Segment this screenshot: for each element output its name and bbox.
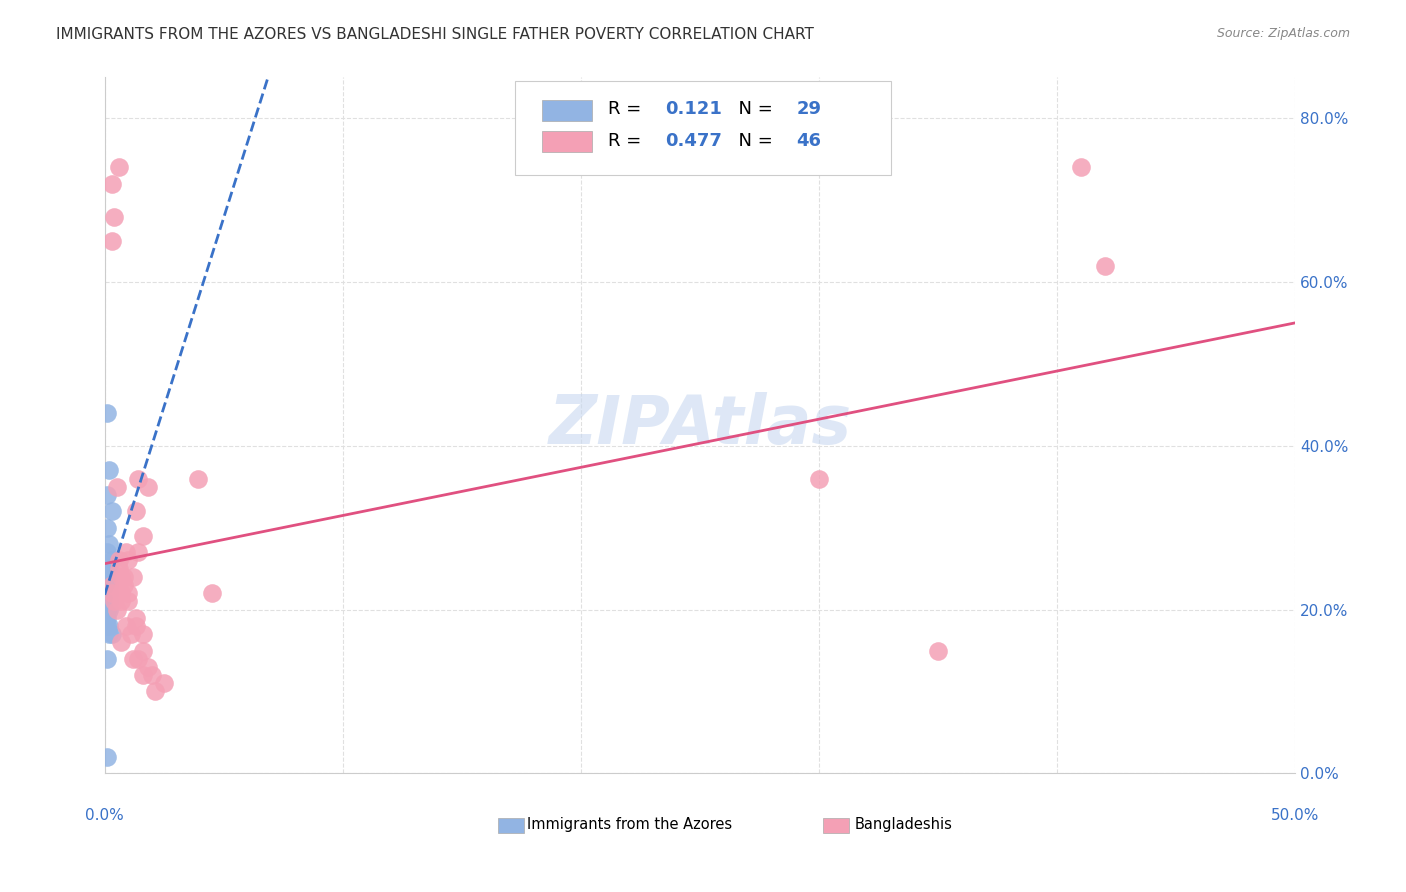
Point	[96, 586, 118, 600]
Point	[127, 545, 149, 559]
Point	[927, 643, 949, 657]
Point	[136, 480, 159, 494]
Point	[101, 578, 124, 592]
Point	[98, 602, 121, 616]
Point	[112, 578, 135, 592]
FancyBboxPatch shape	[516, 81, 890, 175]
Text: Immigrants from the Azores: Immigrants from the Azores	[527, 817, 733, 832]
Point	[103, 594, 125, 608]
Point	[122, 651, 145, 665]
Point	[101, 504, 124, 518]
Point	[101, 586, 124, 600]
Point	[101, 177, 124, 191]
Point	[808, 472, 831, 486]
Point	[98, 578, 121, 592]
Point	[96, 562, 118, 576]
Point	[153, 676, 176, 690]
Point	[132, 643, 155, 657]
Point	[98, 578, 121, 592]
Text: 0.0%: 0.0%	[86, 808, 124, 823]
FancyBboxPatch shape	[498, 818, 524, 833]
Point	[201, 586, 224, 600]
Point	[120, 627, 142, 641]
FancyBboxPatch shape	[541, 101, 592, 121]
Point	[110, 586, 132, 600]
Text: R =: R =	[609, 132, 647, 150]
Point	[96, 651, 118, 665]
Text: IMMIGRANTS FROM THE AZORES VS BANGLADESHI SINGLE FATHER POVERTY CORRELATION CHAR: IMMIGRANTS FROM THE AZORES VS BANGLADESH…	[56, 27, 814, 42]
Point	[96, 521, 118, 535]
Point	[96, 619, 118, 633]
Point	[1094, 259, 1116, 273]
Point	[96, 406, 118, 420]
Point	[96, 488, 118, 502]
Point	[136, 660, 159, 674]
Point	[96, 545, 118, 559]
Point	[96, 602, 118, 616]
Point	[1070, 161, 1092, 175]
Point	[124, 611, 146, 625]
Point	[98, 463, 121, 477]
Point	[98, 627, 121, 641]
FancyBboxPatch shape	[541, 131, 592, 152]
Point	[108, 562, 131, 576]
Text: N =: N =	[727, 100, 779, 118]
Point	[122, 570, 145, 584]
Point	[98, 594, 121, 608]
Point	[105, 602, 128, 616]
Point	[187, 472, 209, 486]
Text: ZIPAtlas: ZIPAtlas	[548, 392, 852, 458]
Point	[110, 594, 132, 608]
Point	[98, 537, 121, 551]
Point	[110, 570, 132, 584]
Point	[103, 210, 125, 224]
Text: N =: N =	[727, 132, 779, 150]
Point	[117, 553, 139, 567]
Point	[96, 611, 118, 625]
Point	[143, 684, 166, 698]
Point	[96, 602, 118, 616]
Point	[132, 529, 155, 543]
Text: 50.0%: 50.0%	[1271, 808, 1320, 823]
Point	[96, 570, 118, 584]
Point	[108, 161, 131, 175]
Point	[117, 594, 139, 608]
Text: Source: ZipAtlas.com: Source: ZipAtlas.com	[1216, 27, 1350, 40]
Point	[108, 553, 131, 567]
Point	[98, 562, 121, 576]
Point	[101, 553, 124, 567]
Point	[117, 586, 139, 600]
Point	[115, 619, 138, 633]
Point	[124, 504, 146, 518]
Point	[115, 545, 138, 559]
Point	[96, 750, 118, 764]
Text: Bangladeshis: Bangladeshis	[855, 817, 953, 832]
Point	[110, 635, 132, 649]
Point	[96, 594, 118, 608]
Point	[98, 619, 121, 633]
Point	[101, 234, 124, 248]
Text: R =: R =	[609, 100, 647, 118]
Point	[141, 668, 163, 682]
Point	[96, 578, 118, 592]
Text: 0.121: 0.121	[665, 100, 723, 118]
Point	[105, 480, 128, 494]
Text: 0.477: 0.477	[665, 132, 723, 150]
Point	[112, 570, 135, 584]
FancyBboxPatch shape	[823, 818, 849, 833]
Point	[101, 627, 124, 641]
Point	[132, 627, 155, 641]
Text: 29: 29	[797, 100, 821, 118]
Point	[132, 668, 155, 682]
Text: 46: 46	[797, 132, 821, 150]
Point	[98, 586, 121, 600]
Point	[96, 586, 118, 600]
Point	[124, 619, 146, 633]
Point	[127, 651, 149, 665]
Point	[127, 472, 149, 486]
